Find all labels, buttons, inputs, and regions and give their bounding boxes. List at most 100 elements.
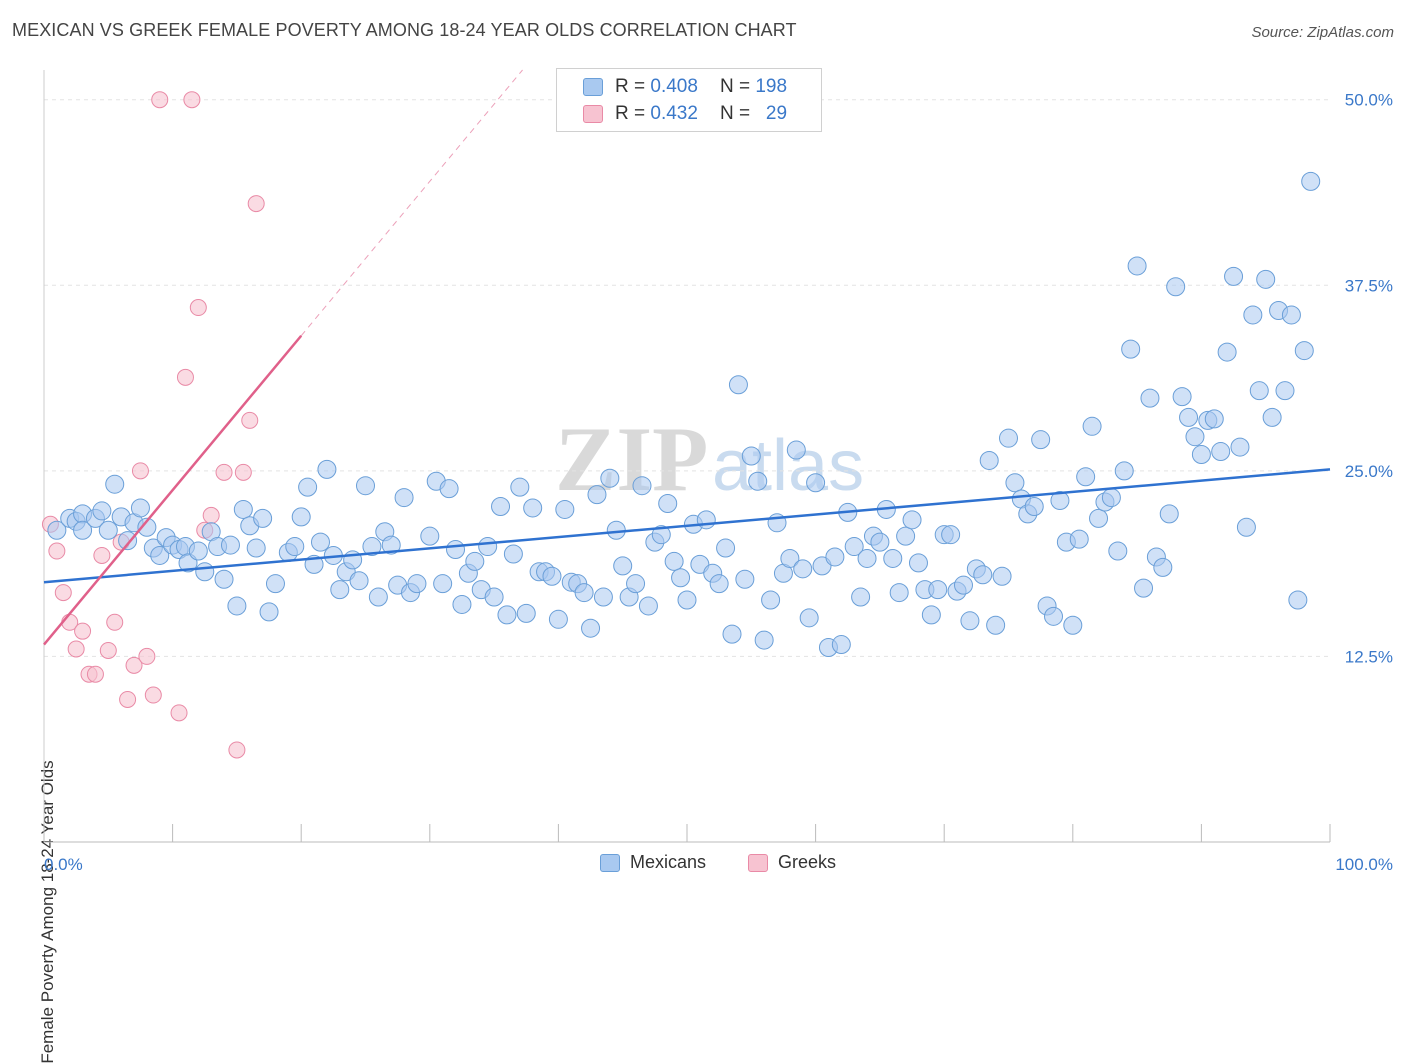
mexicans-point bbox=[150, 545, 170, 565]
mexicans-point bbox=[105, 474, 125, 494]
n-value: 198 bbox=[755, 76, 788, 97]
mexicans-point bbox=[394, 488, 414, 508]
mexicans-point bbox=[1063, 615, 1083, 635]
mexicans-point bbox=[1236, 517, 1256, 537]
mexicans-point bbox=[741, 446, 761, 466]
trend-lines bbox=[43, 69, 1331, 646]
mexicans-point bbox=[510, 477, 530, 497]
mexicans-point bbox=[516, 603, 536, 623]
mexicans-point bbox=[130, 498, 150, 518]
greeks-point bbox=[48, 542, 66, 560]
greeks-point bbox=[86, 665, 104, 683]
axes bbox=[43, 70, 1331, 843]
mexicans-point bbox=[1281, 305, 1301, 325]
mexicans-point bbox=[310, 532, 330, 552]
mexicans-point bbox=[1159, 504, 1179, 524]
mexicans-point bbox=[362, 537, 382, 557]
mexicans-swatch bbox=[583, 78, 603, 96]
mexicans-point bbox=[1172, 387, 1192, 407]
mexicans-point bbox=[761, 590, 781, 610]
mexicans-points bbox=[47, 171, 1321, 658]
mexicans-point bbox=[330, 580, 350, 600]
stats-legend: R = 0.408 N = 198 R = 0.432 N = 29 bbox=[556, 68, 822, 132]
mexicans-point bbox=[870, 532, 890, 552]
mexicans-point bbox=[626, 574, 646, 594]
mexicans-point bbox=[1127, 256, 1147, 276]
mexicans-point bbox=[574, 583, 594, 603]
r-value: 0.408 bbox=[650, 76, 698, 97]
mexicans-point bbox=[677, 590, 697, 610]
greeks-point bbox=[119, 690, 137, 708]
greeks-point bbox=[138, 647, 156, 665]
mexicans-point bbox=[1114, 461, 1134, 481]
mexicans-point bbox=[754, 630, 774, 650]
stats-row-mexicans: R = 0.408 N = 198 bbox=[583, 75, 787, 99]
greeks-point bbox=[67, 640, 85, 658]
mexicans-point bbox=[883, 548, 903, 568]
mexicans-point bbox=[986, 615, 1006, 635]
mexicans-point bbox=[825, 547, 845, 567]
mexicans-point bbox=[587, 485, 607, 505]
greeks-point bbox=[93, 546, 111, 564]
mexicans-point bbox=[651, 525, 671, 545]
mexicans-point bbox=[548, 609, 568, 629]
watermark-zip: ZIP bbox=[555, 408, 708, 510]
mexicans-point bbox=[259, 602, 279, 622]
mexicans-point bbox=[748, 471, 768, 491]
mexicans-point bbox=[497, 605, 517, 625]
mexicans-point bbox=[452, 594, 472, 614]
greeks-trend-line bbox=[43, 334, 303, 646]
mexicans-point bbox=[831, 635, 851, 655]
greeks-point bbox=[144, 686, 162, 704]
mexicans-point bbox=[1031, 430, 1051, 450]
r-label: R = bbox=[615, 76, 646, 97]
n-label: N = bbox=[719, 76, 751, 97]
mexicans-point bbox=[928, 580, 948, 600]
mexicans-point bbox=[722, 624, 742, 644]
mexicans-point bbox=[902, 510, 922, 530]
mexicans-point bbox=[1089, 508, 1109, 528]
mexicans-point bbox=[265, 574, 285, 594]
mexicans-point bbox=[600, 468, 620, 488]
mexicans-point bbox=[632, 476, 652, 496]
mexicans-point bbox=[220, 535, 240, 555]
mexicans-point bbox=[381, 535, 401, 555]
mexicans-point bbox=[1153, 557, 1173, 577]
watermark: ZIP atlas bbox=[555, 408, 864, 510]
mexicans-point bbox=[214, 569, 234, 589]
mexicans-point bbox=[735, 569, 755, 589]
mexicans-point bbox=[523, 498, 543, 518]
greeks-point bbox=[125, 656, 143, 674]
mexicans-point bbox=[1179, 407, 1199, 427]
mexicans-point bbox=[1069, 529, 1089, 549]
mexicans-point bbox=[349, 571, 369, 591]
mexicans-point bbox=[960, 611, 980, 631]
greeks-trend-extension bbox=[300, 69, 523, 337]
mexicans-point bbox=[979, 450, 999, 470]
y-tick-label: 12.5% bbox=[1345, 647, 1393, 666]
mexicans-point bbox=[227, 596, 247, 616]
mexicans-point bbox=[491, 496, 511, 516]
mexicans-point bbox=[992, 566, 1012, 586]
legend-item-greeks[interactable]: Greeks bbox=[748, 852, 836, 873]
mexicans-point bbox=[542, 566, 562, 586]
mexicans-point bbox=[356, 476, 375, 496]
greeks-point bbox=[131, 462, 149, 480]
mexicans-point bbox=[98, 520, 118, 540]
greeks-swatch bbox=[583, 105, 603, 123]
mexicans-point bbox=[92, 501, 112, 521]
mexicans-point bbox=[716, 538, 736, 558]
mexicans-point bbox=[908, 553, 928, 573]
mexicans-point bbox=[1050, 491, 1070, 511]
greeks-point bbox=[170, 704, 188, 722]
mexicans-point bbox=[1204, 409, 1224, 429]
mexicans-point bbox=[1108, 541, 1128, 561]
x-tick-label: 100.0% bbox=[1335, 855, 1393, 874]
mexicans-point bbox=[298, 477, 318, 497]
mexicans-point bbox=[793, 559, 813, 579]
legend-item-mexicans[interactable]: Mexicans bbox=[600, 852, 706, 873]
mexicans-point bbox=[1256, 269, 1276, 289]
mexicans-point bbox=[465, 551, 485, 571]
mexicans-point bbox=[1121, 339, 1141, 359]
mexicans-point bbox=[137, 517, 157, 537]
